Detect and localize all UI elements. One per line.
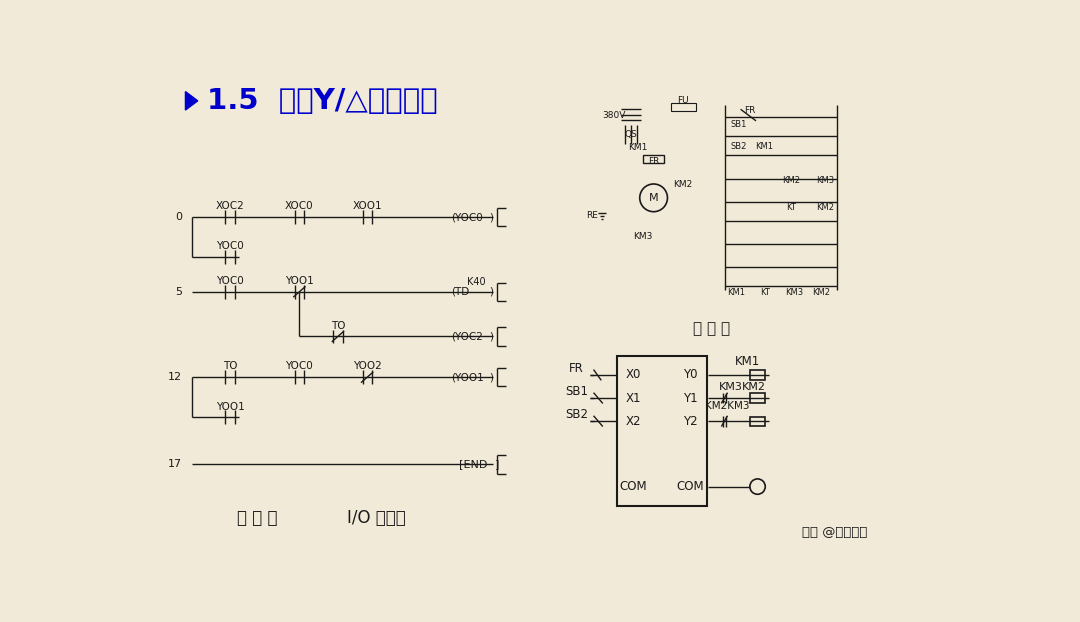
- Text: X2: X2: [625, 415, 642, 428]
- Text: ): ): [489, 287, 494, 297]
- Text: (YOC2: (YOC2: [451, 332, 483, 341]
- Text: YOC0: YOC0: [285, 361, 313, 371]
- Text: XOC2: XOC2: [216, 202, 244, 211]
- Text: ]: ]: [495, 459, 499, 469]
- Text: 380V: 380V: [602, 111, 625, 120]
- Text: 头条 @荣久科技: 头条 @荣久科技: [801, 526, 867, 539]
- Text: KM2: KM2: [816, 203, 835, 212]
- Text: YOC0: YOC0: [216, 241, 244, 251]
- Text: YOO1: YOO1: [285, 276, 314, 286]
- Text: RE: RE: [586, 211, 598, 220]
- Text: KM3: KM3: [633, 232, 652, 241]
- Text: SB2: SB2: [565, 409, 589, 422]
- Text: FR: FR: [744, 106, 756, 115]
- Text: [END: [END: [459, 459, 487, 469]
- Text: QS: QS: [625, 130, 637, 139]
- Text: SB1: SB1: [731, 120, 747, 129]
- Bar: [617, 356, 707, 506]
- Text: ): ): [489, 372, 494, 383]
- Text: KM3: KM3: [785, 288, 804, 297]
- Text: KM1: KM1: [734, 355, 760, 368]
- Text: XOC0: XOC0: [285, 202, 313, 211]
- Text: KM1: KM1: [629, 143, 648, 152]
- Text: (YOO1: (YOO1: [451, 372, 484, 383]
- Bar: [643, 156, 664, 163]
- Text: FR: FR: [569, 362, 584, 375]
- Text: 1.5  电朼Y/△启动电路: 1.5 电朼Y/△启动电路: [207, 87, 437, 115]
- Text: Y1: Y1: [684, 391, 698, 404]
- Text: 梯 形 图: 梯 形 图: [237, 509, 278, 527]
- Text: I/O 分配图: I/O 分配图: [347, 509, 406, 527]
- Text: KM2: KM2: [673, 180, 692, 189]
- Text: KM2: KM2: [742, 383, 766, 392]
- Bar: [750, 370, 766, 379]
- Text: FU: FU: [677, 96, 689, 104]
- Text: KM1: KM1: [727, 288, 745, 297]
- Text: (YOC0: (YOC0: [451, 212, 483, 222]
- Text: K40: K40: [468, 277, 486, 287]
- Text: YOC0: YOC0: [216, 276, 244, 286]
- Text: X0: X0: [626, 368, 642, 381]
- Text: X1: X1: [625, 391, 642, 404]
- Text: COM: COM: [620, 480, 647, 493]
- Text: KM2: KM2: [812, 288, 831, 297]
- Text: XOO1: XOO1: [352, 202, 382, 211]
- Bar: [750, 417, 766, 426]
- Text: 12: 12: [168, 372, 183, 383]
- Text: (TD: (TD: [451, 287, 470, 297]
- Text: Y2: Y2: [684, 415, 698, 428]
- Text: M: M: [649, 193, 659, 203]
- Text: ): ): [489, 212, 494, 222]
- Text: Y0: Y0: [684, 368, 698, 381]
- Text: YOO2: YOO2: [353, 361, 381, 371]
- Text: 17: 17: [168, 459, 183, 469]
- Text: TO: TO: [222, 361, 238, 371]
- Polygon shape: [186, 91, 198, 110]
- Text: SB1: SB1: [565, 386, 589, 398]
- Bar: [750, 394, 766, 402]
- Text: COM: COM: [677, 480, 704, 493]
- Text: KT: KT: [786, 203, 796, 212]
- Text: KM3: KM3: [816, 175, 835, 185]
- Text: YOO1: YOO1: [216, 402, 244, 412]
- Text: FR: FR: [648, 157, 659, 166]
- Text: KM3: KM3: [718, 383, 743, 392]
- Text: KM1: KM1: [755, 142, 772, 151]
- Text: KM2: KM2: [782, 175, 799, 185]
- Text: 5: 5: [175, 287, 183, 297]
- Bar: [672, 103, 696, 111]
- Text: TO: TO: [330, 321, 346, 331]
- Text: 0: 0: [175, 212, 183, 222]
- Text: ): ): [489, 332, 494, 341]
- Text: 电 路 图: 电 路 图: [692, 321, 730, 337]
- Text: SB2: SB2: [731, 142, 747, 151]
- Text: KT: KT: [760, 288, 770, 297]
- Text: KM2KM3: KM2KM3: [704, 401, 750, 411]
